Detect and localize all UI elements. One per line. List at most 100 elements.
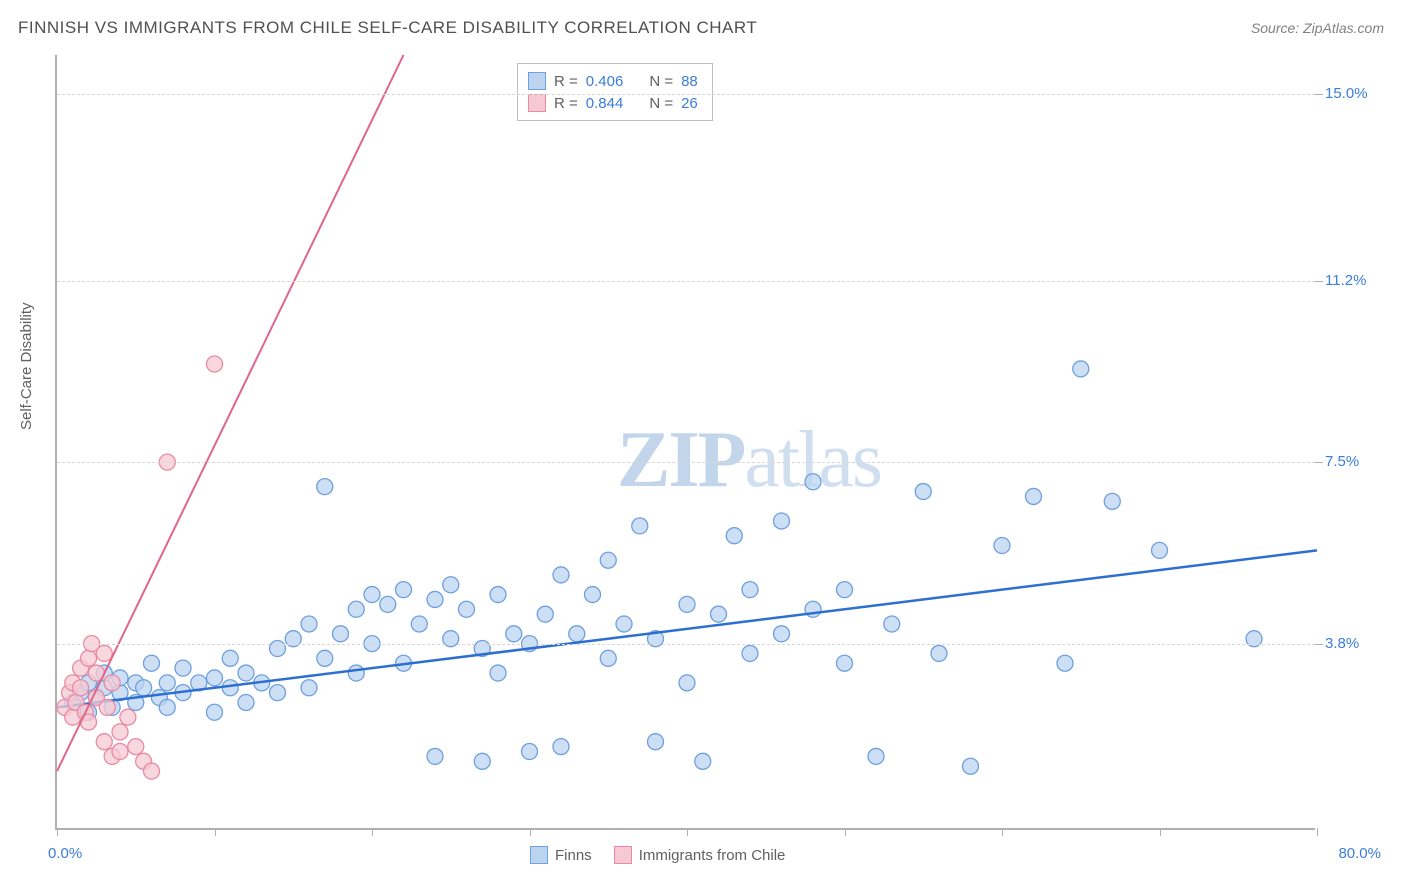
correlation-stat-box: R = 0.406 N = 88 R = 0.844 N = 26	[517, 63, 713, 121]
stat-row: R = 0.844 N = 26	[528, 92, 698, 114]
scatter-point	[585, 587, 601, 603]
scatter-point	[222, 680, 238, 696]
scatter-point	[553, 567, 569, 583]
scatter-point	[333, 626, 349, 642]
scatter-point	[207, 670, 223, 686]
stat-n-label: N =	[649, 95, 673, 112]
x-tick-mark	[687, 828, 688, 836]
scatter-point	[711, 606, 727, 622]
scatter-point	[490, 587, 506, 603]
plot-area: ZIPatlas R = 0.406N = 88R = 0.844N = 26 …	[55, 55, 1315, 830]
legend-label: Immigrants from Chile	[639, 847, 786, 864]
x-tick-min: 0.0%	[48, 845, 82, 862]
stat-row: R = 0.406 N = 88	[528, 70, 698, 92]
scatter-point	[695, 753, 711, 769]
scatter-point	[1104, 493, 1120, 509]
stat-r-value: 0.406	[586, 73, 624, 90]
y-tick-mark	[1315, 94, 1323, 95]
y-tick-label: 15.0%	[1325, 85, 1400, 102]
scatter-point	[1057, 655, 1073, 671]
scatter-point	[222, 650, 238, 666]
stat-r-label: R =	[554, 73, 578, 90]
legend-label: Finns	[555, 847, 592, 864]
scatter-point	[380, 596, 396, 612]
scatter-point	[159, 675, 175, 691]
scatter-point	[616, 616, 632, 632]
stat-r-value: 0.844	[586, 95, 624, 112]
chart-title: FINNISH VS IMMIGRANTS FROM CHILE SELF-CA…	[18, 18, 757, 38]
stat-n-label: N =	[649, 73, 673, 90]
scatter-point	[120, 709, 136, 725]
stat-n-value: 26	[681, 95, 698, 112]
stat-swatch	[528, 72, 546, 90]
scatter-point	[99, 699, 115, 715]
y-tick-label: 11.2%	[1325, 272, 1400, 289]
scatter-point	[112, 744, 128, 760]
scatter-point	[679, 675, 695, 691]
scatter-point	[648, 734, 664, 750]
legend-swatch	[614, 846, 632, 864]
scatter-point	[175, 660, 191, 676]
scatter-point	[774, 626, 790, 642]
scatter-point	[1073, 361, 1089, 377]
scatter-point	[837, 582, 853, 598]
scatter-point	[136, 680, 152, 696]
gridline-h	[57, 94, 1315, 95]
scatter-point	[490, 665, 506, 681]
scatter-point	[81, 650, 97, 666]
y-tick-mark	[1315, 281, 1323, 282]
y-tick-mark	[1315, 644, 1323, 645]
scatter-point	[207, 704, 223, 720]
scatter-point	[427, 748, 443, 764]
scatter-point	[301, 616, 317, 632]
scatter-point	[805, 474, 821, 490]
scatter-point	[569, 626, 585, 642]
scatter-point	[537, 606, 553, 622]
scatter-point	[238, 694, 254, 710]
x-tick-mark	[372, 828, 373, 836]
scatter-point	[963, 758, 979, 774]
scatter-point	[868, 748, 884, 764]
scatter-point	[522, 744, 538, 760]
scatter-point	[364, 587, 380, 603]
scatter-point	[600, 552, 616, 568]
gridline-h	[57, 281, 1315, 282]
scatter-point	[506, 626, 522, 642]
x-tick-max: 80.0%	[1338, 845, 1381, 862]
scatter-point	[144, 763, 160, 779]
gridline-h	[57, 462, 1315, 463]
scatter-point	[317, 650, 333, 666]
scatter-point	[348, 601, 364, 617]
x-tick-mark	[215, 828, 216, 836]
scatter-point	[915, 484, 931, 500]
stat-r-label: R =	[554, 95, 578, 112]
scatter-point	[474, 753, 490, 769]
x-tick-mark	[57, 828, 58, 836]
stat-n-value: 88	[681, 73, 698, 90]
scatter-point	[317, 479, 333, 495]
x-tick-mark	[845, 828, 846, 836]
scatter-point	[128, 739, 144, 755]
scatter-point	[726, 528, 742, 544]
scatter-point	[301, 680, 317, 696]
legend: Finns Immigrants from Chile	[530, 846, 785, 864]
scatter-point	[411, 616, 427, 632]
stat-swatch	[528, 94, 546, 112]
scatter-point	[159, 699, 175, 715]
scatter-point	[104, 675, 120, 691]
scatter-point	[742, 645, 758, 661]
legend-item: Immigrants from Chile	[614, 846, 786, 864]
scatter-point	[73, 680, 89, 696]
scatter-point	[96, 734, 112, 750]
chart-svg	[57, 55, 1315, 828]
scatter-point	[270, 685, 286, 701]
scatter-point	[112, 724, 128, 740]
scatter-point	[632, 518, 648, 534]
y-tick-mark	[1315, 462, 1323, 463]
legend-item: Finns	[530, 846, 592, 864]
x-tick-mark	[530, 828, 531, 836]
scatter-point	[96, 645, 112, 661]
y-axis-label: Self-Care Disability	[18, 302, 35, 430]
scatter-point	[600, 650, 616, 666]
scatter-point	[396, 582, 412, 598]
